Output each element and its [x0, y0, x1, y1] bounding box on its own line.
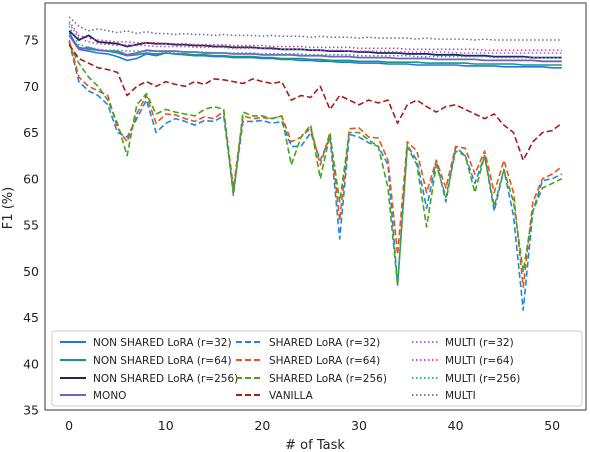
y-tick-label: 65	[23, 125, 39, 140]
series-line-3	[68, 34, 562, 63]
legend-label-1: NON SHARED LoRA (r=64)	[93, 355, 232, 367]
legend-items: NON SHARED LoRA (r=32) NON SHARED LoRA (r…	[60, 337, 520, 402]
y-tick-label: 45	[23, 310, 39, 325]
legend-label-8: MULTI (r=32)	[445, 337, 514, 349]
y-tick-label: 70	[23, 79, 39, 94]
legend-label-6: SHARED LoRA (r=256)	[269, 373, 387, 385]
legend-label-5: SHARED LoRA (r=64)	[269, 355, 380, 367]
legend-label-9: MULTI (r=64)	[445, 355, 514, 367]
x-tick-label: 0	[65, 418, 73, 433]
y-tick-label: 50	[23, 264, 39, 279]
x-tick-label: 40	[448, 418, 464, 433]
x-tick-label: 20	[254, 418, 270, 433]
legend-label-7: VANILLA	[269, 390, 314, 402]
y-tick-labels: 35 40 45 50 55 60 65 70 75	[23, 33, 39, 418]
y-axis-label: F1 (%)	[1, 187, 16, 229]
y-tick-label: 55	[23, 218, 39, 233]
y-tick-label: 60	[23, 171, 39, 186]
series-line-0	[68, 32, 562, 69]
series-line-7	[68, 44, 563, 162]
x-tick-label: 10	[158, 418, 174, 433]
y-tick-label: 40	[23, 356, 39, 371]
legend-label-10: MULTI (r=256)	[445, 373, 520, 385]
y-tick-label: 75	[23, 33, 39, 48]
legend-label-2: NON SHARED LoRA (r=256)	[93, 373, 238, 385]
legend-label-11: MULTI	[445, 390, 476, 402]
series-line-5	[68, 39, 563, 288]
x-tick-labels: 0 10 20 30 40 50	[65, 418, 560, 433]
legend-label-3: MONO	[93, 390, 126, 402]
legend-label-0: NON SHARED LoRA (r=32)	[93, 337, 232, 349]
legend-box	[51, 330, 583, 407]
series-line-11	[68, 16, 562, 41]
series-line-1	[68, 34, 562, 66]
legend: NON SHARED LoRA (r=32) NON SHARED LoRA (r…	[51, 330, 583, 407]
series-layer	[68, 16, 563, 311]
legend-label-4: SHARED LoRA (r=32)	[269, 337, 380, 349]
x-tick-label: 30	[351, 418, 367, 433]
x-tick-label: 50	[544, 418, 560, 433]
y-tick-label: 35	[23, 403, 39, 418]
x-axis-label: # of Task	[285, 438, 345, 452]
series-line-2	[68, 30, 562, 59]
